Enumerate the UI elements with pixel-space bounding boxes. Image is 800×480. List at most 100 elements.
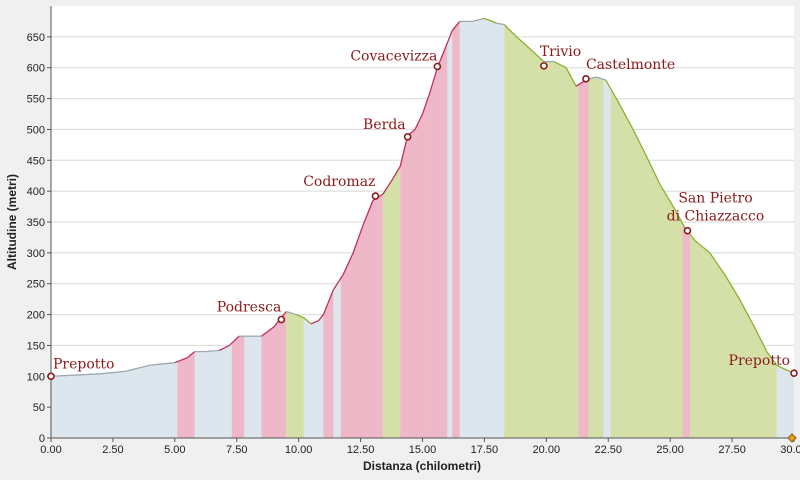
x-axis-title: Distanza (chilometri) [363, 459, 481, 473]
x-tick-label: 10.00 [285, 444, 313, 456]
waypoint-marker [371, 192, 380, 200]
waypoint-label: Podresca [217, 300, 282, 316]
x-tick-label: 30.00 [780, 444, 800, 456]
waypoint-marker [403, 133, 412, 141]
waypoint-label: Castelmonte [586, 57, 675, 73]
profile-segment [709, 252, 726, 275]
end-marker-icon [787, 433, 797, 443]
y-tick-label: 600 [27, 63, 45, 75]
profile-segment [286, 310, 297, 316]
profile-segment [322, 289, 334, 315]
x-tick-label: 5.00 [164, 444, 185, 456]
x-tick-label: 2.50 [102, 444, 123, 456]
profile-segment [496, 22, 505, 26]
profile-band-climb [427, 43, 448, 439]
profile-segment [471, 17, 485, 23]
waypoint-label: San Pietro [678, 191, 752, 207]
waypoint-label: Prepotto [53, 356, 114, 372]
waypoint-marker [433, 62, 442, 71]
profile-segment [204, 349, 220, 353]
profile-band-descent [588, 76, 604, 438]
x-tick-label: 25.00 [656, 444, 684, 456]
profile-segment [753, 326, 768, 352]
x-tick-label: 20.00 [533, 444, 561, 456]
waypoint-marker [790, 369, 798, 378]
y-tick-label: 500 [27, 124, 45, 136]
profile-segment [766, 351, 778, 366]
profile-band-climb [578, 79, 589, 439]
y-tick-label: 300 [27, 248, 45, 260]
profile-band-descent [382, 166, 401, 438]
profile-segment [632, 129, 646, 155]
profile-segment [228, 335, 240, 346]
y-tick-label: 350 [27, 217, 45, 229]
profile-band-climb [177, 351, 195, 438]
waypoint-label: di Chiazzacco [667, 209, 765, 225]
x-tick-label: 27.50 [718, 444, 746, 456]
waypoint-label: Berda [363, 117, 406, 133]
profile-segment [342, 252, 354, 275]
profile-segment [382, 178, 394, 195]
waypoint-label: Codromaz [303, 174, 375, 190]
profile-segment [421, 92, 431, 115]
profile-segment [503, 24, 518, 38]
profile-segment [150, 362, 175, 366]
y-tick-labels: 0 50 100 150 200 250 300 350 400 450 500 550 600 650 [27, 32, 51, 445]
profile-segment [694, 240, 711, 254]
profile-segment [75, 373, 101, 376]
profile-segment [553, 60, 567, 69]
profile-segment [399, 135, 409, 167]
profile-segment [174, 357, 188, 364]
profile-segment [303, 317, 312, 325]
profile-band-climb [682, 223, 690, 438]
profile-segment [352, 224, 364, 254]
profile-segment [565, 67, 577, 87]
y-tick-label: 150 [27, 340, 45, 352]
profile-segment [186, 351, 196, 359]
waypoints: Prepotto Podresca Codromaz Berda Covacevizza… [47, 44, 798, 381]
profile-segment [332, 274, 344, 291]
profile-segment [414, 113, 424, 130]
profile-segment [724, 274, 741, 300]
profile-segment [310, 320, 319, 325]
x-tick-label: 7.50 [226, 444, 247, 456]
profile-segment [100, 370, 126, 375]
profile-band-climb [323, 289, 334, 438]
profile-band-descent [689, 234, 777, 438]
x-tick-label: 22.50 [594, 444, 622, 456]
profile-fills [51, 18, 794, 439]
y-tick-label: 50 [33, 402, 45, 414]
waypoint-marker [540, 62, 548, 70]
profile-segment [738, 298, 755, 328]
profile-segment [484, 17, 498, 24]
profile-segment [125, 364, 151, 372]
profile-segment [516, 36, 530, 49]
profile-segment [444, 30, 453, 50]
profile-segment [617, 101, 634, 130]
profile-segment [392, 166, 401, 180]
x-tick-label: 0.00 [40, 444, 61, 456]
y-tick-label: 200 [27, 310, 45, 322]
waypoint-label: Trivio [540, 44, 581, 60]
profile-segment [595, 76, 606, 81]
profile-segment [317, 314, 324, 322]
profile-segment [219, 344, 230, 351]
x-tick-label: 15.00 [409, 444, 437, 456]
waypoint-marker [582, 75, 590, 83]
x-tick-label: 17.50 [471, 444, 499, 456]
profile-band-descent [561, 65, 579, 438]
profile-segment [362, 200, 374, 226]
x-tick-label: 12.50 [347, 444, 375, 456]
y-axis-title: Altitudine (metri) [5, 174, 19, 270]
waypoint-marker [277, 315, 286, 324]
profile-segment [429, 67, 438, 93]
profile-segment [674, 209, 686, 229]
profile-band-climb [340, 194, 383, 438]
profile-segment [451, 21, 461, 32]
x-tick-labels: 0.00 2.50 5.00 7.50 10.00 12.50 15.00 17.50 20.0… [40, 438, 800, 456]
profile-band-climb [231, 336, 245, 438]
waypoint-marker [47, 372, 55, 381]
profile-line [50, 17, 795, 377]
y-tick-label: 450 [27, 155, 45, 167]
